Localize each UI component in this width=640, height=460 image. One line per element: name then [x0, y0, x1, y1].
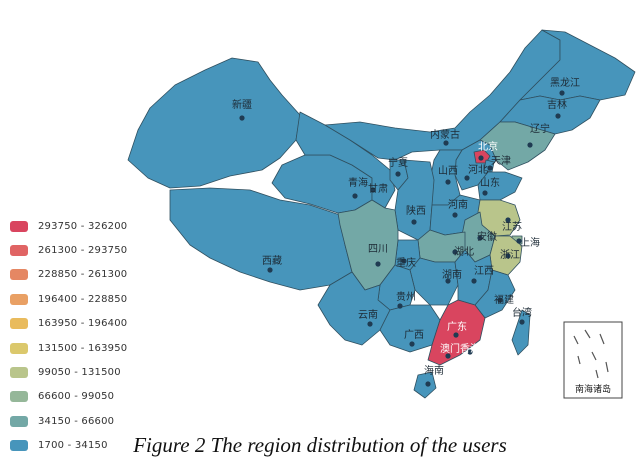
- label-henan: 河南: [448, 198, 468, 211]
- legend-label: 1700 - 34150: [38, 440, 108, 452]
- label-xizang: 西藏: [262, 255, 282, 267]
- region-fujian[interactable]: [474, 269, 516, 319]
- label-yunnan: 云南: [358, 308, 378, 321]
- figure-caption: Figure 2 The region distribution of the …: [133, 433, 507, 457]
- label-gansu: 甘肃: [368, 182, 388, 195]
- legend-swatch: [10, 367, 28, 379]
- label-hebei: 河北: [468, 164, 488, 176]
- legend-item[interactable]: 293750 - 326200: [10, 214, 150, 238]
- label-tianjin: 天津: [491, 155, 511, 167]
- china-choropleth-map: 南海诸岛 黑: [127, 29, 636, 399]
- label-guizhou: 贵州: [396, 290, 416, 303]
- label-hainan: 海南: [424, 364, 444, 377]
- legend-swatch: [10, 391, 28, 403]
- label-shanxi: 山西: [438, 165, 458, 177]
- label-liaoning: 辽宁: [530, 122, 550, 135]
- legend-item[interactable]: 34150 - 66600: [10, 409, 150, 433]
- label-hunan: 湖南: [442, 268, 462, 281]
- label-shanghai: 上海: [520, 236, 540, 249]
- legend-item[interactable]: 99050 - 131500: [10, 360, 150, 384]
- label-sichuan: 四川: [368, 244, 388, 255]
- region-taiwan[interactable]: [511, 309, 531, 356]
- legend-swatch: [10, 269, 28, 281]
- label-anhui: 安徽: [477, 230, 497, 243]
- legend-item[interactable]: 196400 - 228850: [10, 287, 150, 311]
- legend-swatch: [10, 440, 28, 452]
- label-zhejiang: 浙江: [500, 249, 520, 261]
- label-heilongjiang: 黑龙江: [550, 76, 580, 89]
- label-qinghai: 青海: [348, 176, 368, 189]
- region-labels: 黑龙江 吉林 辽宁 内蒙古 北京 天津 河北 山西 山东 宁夏 甘肃 青海 新疆…: [232, 76, 580, 377]
- label-shandong: 山东: [480, 176, 500, 189]
- legend-label: 293750 - 326200: [38, 220, 128, 232]
- legend-swatch: [10, 318, 28, 330]
- label-jiangsu: 江苏: [502, 220, 522, 233]
- legend-item[interactable]: 228850 - 261300: [10, 263, 150, 287]
- legend-item[interactable]: 66600 - 99050: [10, 385, 150, 409]
- label-taiwan: 台湾: [512, 306, 532, 319]
- legend-label: 34150 - 66600: [38, 415, 115, 427]
- label-fujian: 福建: [494, 293, 514, 306]
- legend-label: 196400 - 228850: [38, 293, 128, 305]
- label-aomen: 澳门: [440, 342, 460, 355]
- legend-label: 228850 - 261300: [38, 269, 128, 281]
- south-china-sea-inset: 南海诸岛: [563, 321, 623, 399]
- inset-label: 南海诸岛: [575, 383, 611, 395]
- legend-swatch: [10, 245, 28, 257]
- legend-label: 99050 - 131500: [38, 367, 121, 379]
- map-legend: 293750 - 326200 261300 - 293750 228850 -…: [10, 214, 150, 458]
- label-xianggang: 香港: [460, 343, 480, 355]
- region-sichuan[interactable]: [337, 199, 399, 291]
- label-shaanxi: 陕西: [406, 204, 426, 217]
- legend-item[interactable]: 131500 - 163950: [10, 336, 150, 360]
- legend-label: 66600 - 99050: [38, 391, 115, 403]
- label-beijing: 北京: [478, 140, 498, 153]
- legend-label: 163950 - 196400: [38, 318, 128, 330]
- label-hubei: 湖北: [454, 246, 474, 258]
- legend-label: 261300 - 293750: [38, 245, 128, 257]
- legend-swatch: [10, 293, 28, 305]
- capital-markers: [239, 90, 565, 387]
- legend-label: 131500 - 163950: [38, 342, 128, 354]
- legend-swatch: [10, 342, 28, 354]
- label-xinjiang: 新疆: [232, 98, 252, 111]
- region-xinjiang[interactable]: [127, 57, 301, 189]
- region-hunan[interactable]: [409, 257, 459, 306]
- region-hainan[interactable]: [413, 371, 437, 399]
- label-jilin: 吉林: [547, 98, 567, 111]
- legend-item[interactable]: 1700 - 34150: [10, 434, 150, 458]
- legend-swatch: [10, 220, 28, 232]
- label-guangdong: 广东: [447, 320, 467, 333]
- legend-item[interactable]: 261300 - 293750: [10, 238, 150, 262]
- label-neimenggu: 内蒙古: [430, 128, 460, 141]
- legend-item[interactable]: 163950 - 196400: [10, 312, 150, 336]
- label-ningxia: 宁夏: [388, 156, 408, 169]
- label-jiangxi: 江西: [474, 265, 494, 277]
- label-guangxi: 广西: [404, 329, 424, 341]
- label-chongqing: 重庆: [396, 256, 416, 269]
- legend-swatch: [10, 415, 28, 427]
